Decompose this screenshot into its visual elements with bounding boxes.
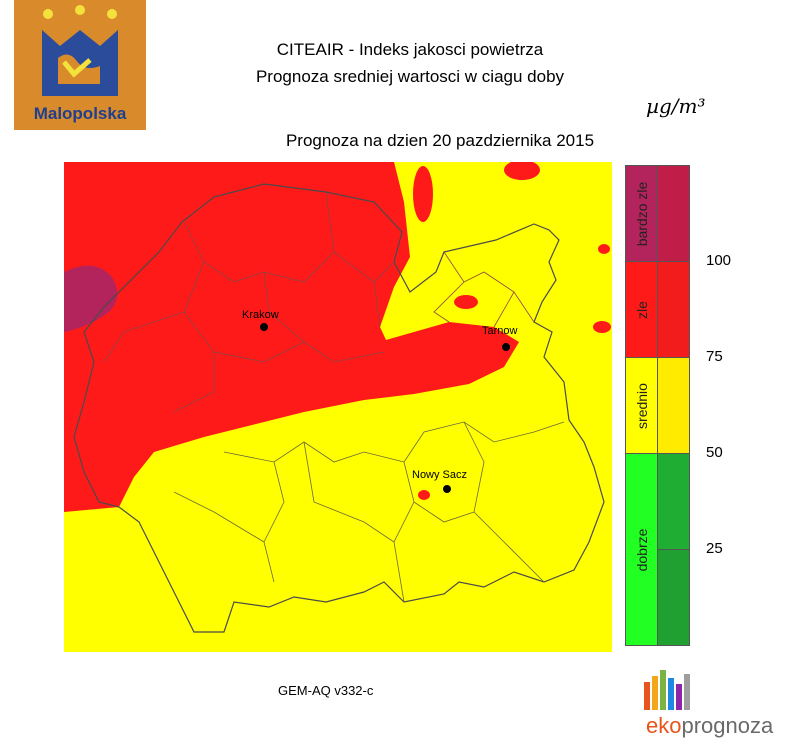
crown-emblem-icon [42,5,118,96]
legend-tick-50: 50 [706,444,723,461]
unit-label: µg/m³ [646,94,706,118]
city-label-nowy-sacz: Nowy Sacz [412,469,467,481]
red-spot [413,166,433,222]
model-version: GEM-AQ v332-c [278,683,374,698]
brand-part-prognoza: prognoza [681,713,774,738]
red-spot [454,295,478,309]
legend-label: srednio [633,383,650,429]
ekoprognoza-logo-icon [644,670,690,710]
legend-label: dobrze [633,528,650,571]
legend-category-zle: zle [625,261,658,359]
logo-name: Malopolska [33,104,127,123]
city-marker-tarnow [502,343,510,351]
red-spot [598,244,610,254]
legend-tick-25: 25 [706,540,723,557]
city-marker-nowy-sacz [443,485,451,493]
legend-shade-dobrze-upper [657,453,690,551]
legend-category-bardzo-zle: bardzo zle [625,165,658,263]
malopolska-logo: Malopolska [14,0,146,130]
legend-shade-zle [657,261,690,359]
purple-zone [64,265,118,332]
region-border [73,183,605,633]
city-label-krakow: Krakow [242,309,279,321]
red-spot [418,490,430,500]
legend-category-srednio: srednio [625,357,658,455]
legend-tick-100: 100 [706,252,732,269]
page-subtitle: Prognoza sredniej wartosci w ciagu doby [255,67,565,86]
legend-shade-dobrze-lower [657,549,690,646]
legend-label: bardzo zle [633,181,650,247]
forecast-date: Prognoza na dzien 20 pazdziernika 2015 [285,131,595,150]
pollution-map: Krakow Tarnow Nowy Sacz [64,162,612,652]
city-label-tarnow: Tarnow [482,325,518,337]
county-borders-south [173,421,565,603]
legend-category-dobrze: dobrze [625,453,658,646]
legend-label: zle [633,301,650,319]
ekoprognoza-brand: ekoprognoza [646,713,773,739]
red-zone [64,162,519,512]
city-marker-krakow [260,323,268,331]
page-title: CITEAIR - Indeks jakosci powietrza [276,40,544,59]
red-spot [504,162,540,180]
legend-tick-75: 75 [706,348,723,365]
brand-part-eko: eko [646,713,682,738]
red-spot [593,321,611,333]
county-borders [103,191,535,413]
legend-shade-bardzo-zle [657,165,690,263]
legend-shade-srednio [657,357,690,455]
